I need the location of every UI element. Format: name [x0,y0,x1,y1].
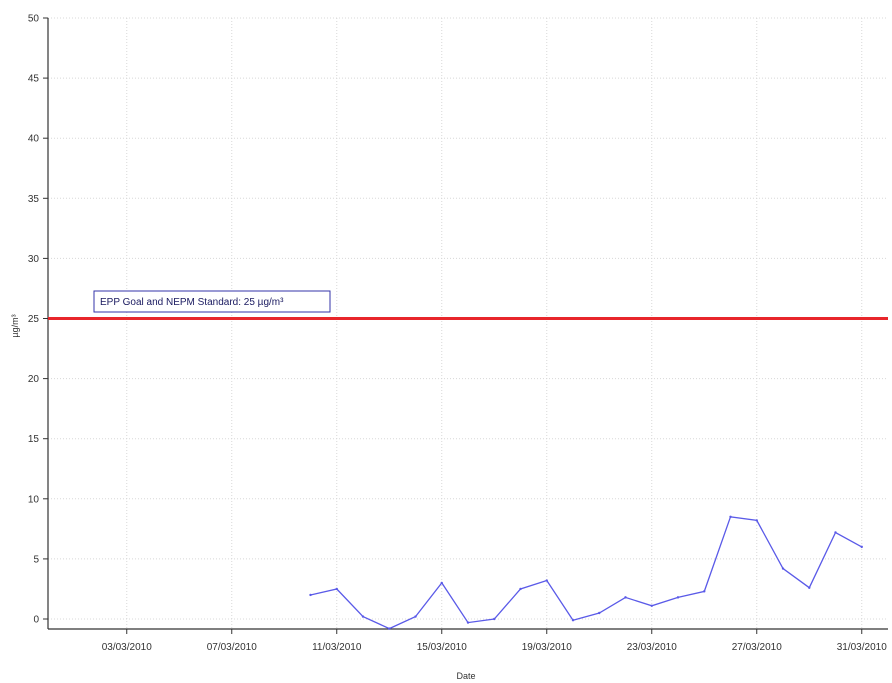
series-line [310,516,863,630]
x-tick-label: 23/03/2010 [627,642,677,653]
x-axis-title: Date [456,671,475,681]
x-tick-label: 31/03/2010 [837,642,887,653]
series-points [309,515,863,630]
y-tick-label: 50 [28,14,40,25]
data-point [650,604,653,607]
data-point [440,581,443,585]
grid [48,17,888,629]
reference-line-label: EPP Goal and NEPM Standard: 25 µg/m³ [100,297,284,308]
data-point [361,615,365,618]
data-point [860,545,863,549]
y-tick-label: 10 [28,494,40,505]
data-point [414,615,417,618]
y-tick-label: 30 [28,254,40,265]
x-tick-label: 19/03/2010 [522,642,572,653]
y-tick-label: 20 [28,374,40,385]
y-tick-label: 0 [33,615,39,626]
x-tick-label: 07/03/2010 [207,642,257,653]
data-point [545,579,548,582]
data-point [493,617,496,621]
x-tick-label: 27/03/2010 [732,642,782,653]
plot-background [48,18,888,629]
data-point [388,627,391,630]
y-tick-label: 5 [33,554,39,565]
y-axis-title: µg/m³ [10,314,20,337]
reference-label-box: EPP Goal and NEPM Standard: 25 µg/m³ [93,290,331,313]
data-point [676,596,680,599]
y-axis-ticks: 0 5 10 15 20 25 30 35 40 45 50 [28,14,48,626]
x-axis-ticks: 03/03/2010 07/03/2010 11/03/2010 15/03/2010… [102,629,887,653]
data-point [519,587,522,591]
data-point [309,593,312,597]
data-point [624,596,627,599]
data-point [703,590,706,593]
data-point [335,587,338,591]
data-point [571,619,575,622]
data-point [466,621,470,624]
y-tick-label: 40 [28,134,40,145]
y-tick-label: 45 [28,74,40,85]
y-tick-label: 15 [28,434,40,445]
data-point [834,531,837,534]
y-tick-label: 25 [28,314,40,325]
data-point [598,611,601,615]
data-point [755,519,758,522]
x-tick-label: 11/03/2010 [312,642,362,653]
data-point [729,515,732,519]
x-tick-label: 15/03/2010 [417,642,467,653]
data-point [781,567,785,570]
data-point [808,586,811,589]
y-tick-label: 35 [28,194,40,205]
x-tick-label: 03/03/2010 [102,642,152,653]
